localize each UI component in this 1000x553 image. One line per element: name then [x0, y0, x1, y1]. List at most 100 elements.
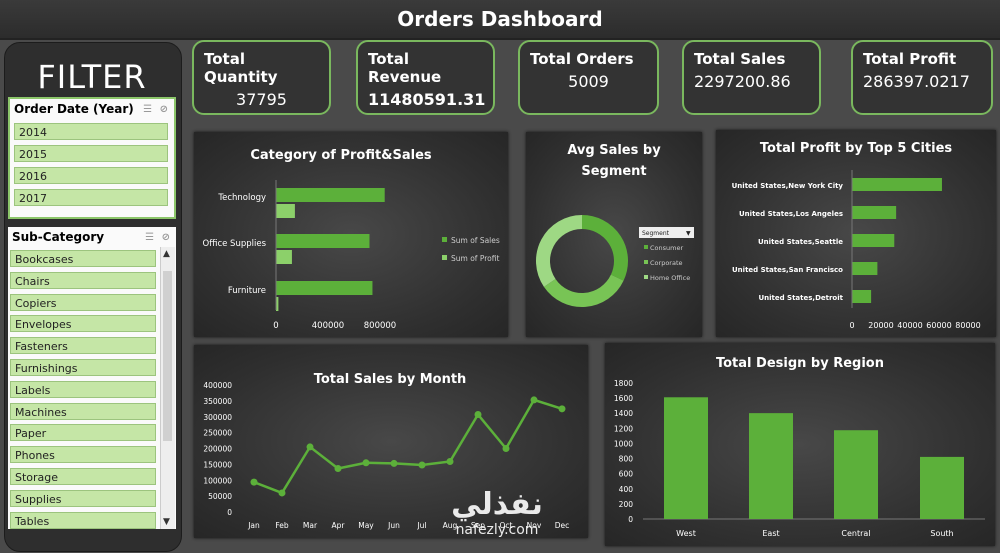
month-label: Oct	[500, 521, 513, 530]
year-item-2014[interactable]: 2014	[14, 123, 168, 140]
city-label: United States,San Francisco	[732, 266, 843, 274]
region-tick-label: 1400	[614, 409, 633, 418]
month-label: Mar	[303, 521, 318, 530]
segment-filter-button[interactable]	[639, 227, 694, 238]
kpi-value: 37795	[236, 90, 287, 109]
kpi-card-total-quantity: Total Quantity 37795	[192, 40, 331, 115]
segment-legend-swatch	[644, 260, 648, 264]
multi-select-icon[interactable]: ☰	[143, 103, 155, 115]
region-bar-east	[749, 413, 793, 519]
segment-legend-label: Home Office	[650, 274, 690, 282]
category-bar-sum-of-sales	[276, 234, 370, 248]
monthly-sales-point	[250, 478, 258, 486]
monthly-sales-point	[362, 459, 370, 467]
year-item-2016[interactable]: 2016	[14, 167, 168, 184]
sub-category-item-labels[interactable]: Labels	[10, 380, 156, 398]
cities-chart-title: Total Profit by Top 5 Cities	[760, 141, 953, 156]
multi-select-icon[interactable]: ☰	[145, 231, 157, 243]
sub-category-item-machines[interactable]: Machines	[10, 402, 156, 420]
kpi-card-total-profit: Total Profit 286397.0217	[851, 40, 993, 115]
cities-chart: Total Profit by Top 5 Cities United State…	[732, 141, 981, 330]
city-bar	[852, 178, 942, 191]
category-chart-panel: Category of Profit&Sales Technology Office…	[194, 132, 508, 337]
cities-tick-label: 0	[849, 321, 854, 330]
kpi-card-total-orders: Total Orders 5009	[518, 40, 659, 115]
sub-category-item-phones[interactable]: Phones	[10, 446, 156, 464]
region-tick-label: 800	[619, 455, 634, 464]
region-chart-panel: Total Design by Region 0 200 400 600 800 1000 1…	[605, 343, 995, 546]
sub-category-item-envelopes[interactable]: Envelopes	[10, 315, 156, 333]
region-label: Central	[841, 529, 870, 538]
kpi-card-total-sales: Total Sales 2297200.86	[682, 40, 821, 115]
dashboard-title: Orders Dashboard	[0, 0, 1000, 40]
sub-category-item-storage[interactable]: Storage	[10, 468, 156, 485]
category-tick-label: 800000	[364, 321, 396, 331]
segment-slice-consumer	[581, 215, 628, 281]
monthly-sales-point	[278, 489, 286, 497]
kpi-value: 11480591.31	[368, 90, 486, 109]
sub-category-item-supplies[interactable]: Supplies	[10, 489, 156, 507]
scroll-thumb[interactable]	[163, 271, 172, 441]
region-tick-label: 600	[619, 470, 634, 479]
category-legend-label: Sum of Sales	[451, 236, 500, 245]
monthly-chart-title: Total Sales by Month	[314, 372, 467, 387]
city-bar	[852, 290, 872, 303]
city-bar	[852, 234, 895, 247]
month-label: Jul	[416, 521, 426, 530]
clear-filter-icon[interactable]: ⊘	[159, 103, 170, 115]
category-chart-title: Category of Profit&Sales	[250, 148, 432, 163]
monthly-sales-point	[502, 445, 510, 452]
sub-category-item-fasteners[interactable]: Fasteners	[10, 337, 156, 355]
monthly-tick-label: 250000	[203, 429, 232, 438]
month-label: Jan	[247, 521, 260, 530]
clear-filter-icon[interactable]: ⊘	[161, 231, 172, 243]
sub-category-item-furnishings[interactable]: Furnishings	[10, 359, 156, 376]
category-tick-label: 400000	[312, 321, 344, 331]
sub-category-scrollbar[interactable]: ▲ ▼	[160, 247, 175, 529]
segment-legend-swatch	[644, 275, 648, 279]
segment-chart-title: Segment	[581, 164, 646, 179]
segment-chart-panel: Avg Sales by Segment Segment ▼ Consumer Corpo…	[526, 132, 702, 337]
region-tick-label: 0	[628, 515, 633, 524]
region-tick-label: 1800	[614, 379, 633, 388]
month-label: Aug	[443, 521, 458, 530]
category-label: Office Supplies	[203, 239, 267, 249]
scroll-up-icon[interactable]: ▲	[163, 249, 170, 259]
watermark-latin: nafezly.com	[455, 522, 539, 538]
year-item-2015[interactable]: 2015	[14, 145, 168, 162]
monthly-tick-label: 350000	[203, 397, 232, 406]
year-item-2017[interactable]: 2017	[14, 189, 168, 206]
region-label: East	[762, 529, 779, 538]
sub-category-item-paper[interactable]: Paper	[10, 424, 156, 442]
watermark-arabic: نفذلي	[451, 487, 543, 522]
category-bar-sum-of-profit	[276, 297, 279, 311]
month-label: Nov	[527, 521, 542, 530]
category-legend-swatch	[442, 255, 447, 260]
cities-chart-panel: Total Profit by Top 5 Cities United State…	[716, 130, 996, 337]
sub-category-item-copiers[interactable]: Copiers	[10, 293, 156, 311]
kpi-label: Total Sales	[694, 50, 786, 68]
cities-tick-label: 20000	[868, 321, 893, 330]
segment-slice-corporate	[543, 274, 624, 307]
monthly-tick-label: 0	[227, 508, 232, 517]
city-label: United States,Seattle	[758, 238, 843, 246]
monthly-sales-point	[390, 459, 398, 467]
sub-category-item-chairs[interactable]: Chairs	[10, 271, 156, 289]
segment-chart: Avg Sales by Segment Segment ▼Consumer Corpo…	[536, 143, 694, 307]
kpi-label: Total Revenue	[368, 50, 442, 86]
region-bar-south	[920, 456, 964, 519]
segment-legend-label: Corporate	[650, 259, 683, 267]
sub-category-item-tables[interactable]: Tables	[10, 511, 156, 529]
region-tick-label: 1200	[614, 424, 633, 433]
region-tick-label: 200	[619, 500, 634, 509]
monthly-tick-label: 150000	[203, 460, 232, 469]
category-bar-sum-of-profit	[276, 204, 295, 218]
sub-category-item-bookcases[interactable]: Bookcases	[10, 250, 156, 267]
category-bar-sum-of-sales	[276, 188, 385, 202]
kpi-value: 5009	[568, 72, 609, 91]
region-chart-title: Total Design by Region	[716, 356, 884, 371]
city-bar	[852, 262, 878, 275]
category-chart: Category of Profit&Sales Technology Office…	[203, 148, 500, 331]
sub-category-slicer: Sub-Category ☰ ⊘ Bookcases Chairs Copiers E…	[8, 227, 176, 529]
scroll-down-icon[interactable]: ▼	[163, 517, 170, 527]
